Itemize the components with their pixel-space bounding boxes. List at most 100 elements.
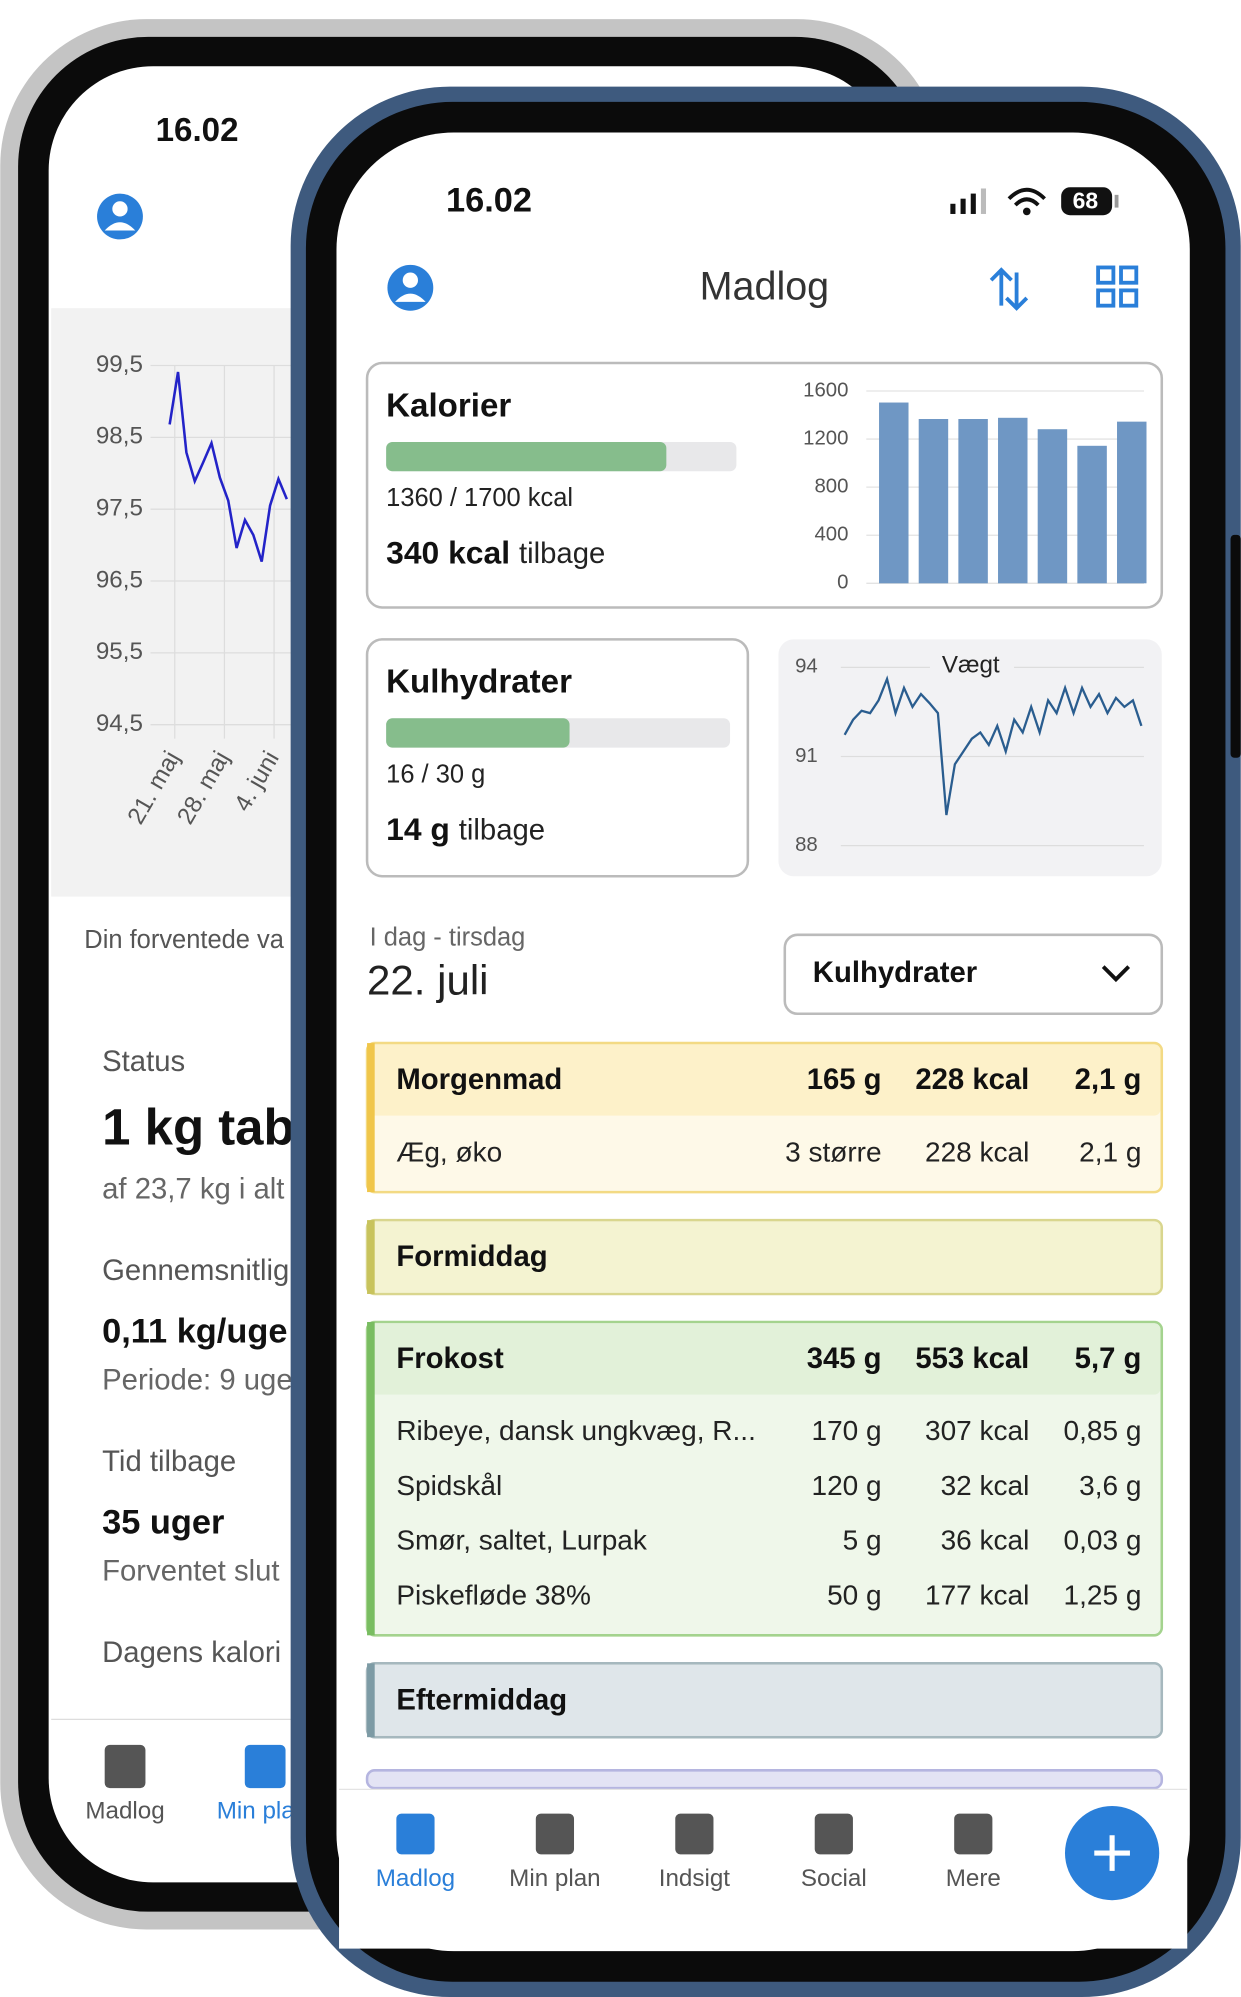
bar bbox=[918, 418, 949, 584]
nav-icon[interactable] bbox=[954, 1813, 993, 1855]
item-value: 177 kcal bbox=[925, 1579, 1029, 1610]
nav-icon[interactable] bbox=[244, 1744, 286, 1789]
profile-icon bbox=[112, 201, 128, 217]
bar bbox=[1117, 421, 1147, 584]
meal-name[interactable]: Eftermiddag bbox=[396, 1683, 567, 1716]
nav-label[interactable]: Min pla bbox=[217, 1798, 296, 1825]
nav-label[interactable]: Min plan bbox=[509, 1865, 600, 1892]
stat-sub: af 23,7 kg i alt bbox=[102, 1173, 284, 1206]
y-tick-label: 1600 bbox=[803, 379, 848, 401]
dropdown[interactable] bbox=[783, 933, 1164, 1016]
item-value: 36 kcal bbox=[941, 1525, 1030, 1556]
meal-total: 553 kcal bbox=[915, 1342, 1029, 1375]
meal-total: 228 kcal bbox=[915, 1063, 1029, 1096]
meal-name[interactable]: Frokost bbox=[396, 1342, 504, 1375]
stat-label: Dagens kalori bbox=[102, 1636, 281, 1669]
stat-sub: Periode: 9 uge bbox=[102, 1364, 292, 1397]
y-tick-label: 94,5 bbox=[96, 710, 143, 737]
nav-icon[interactable] bbox=[814, 1813, 853, 1855]
nav-icon[interactable] bbox=[535, 1813, 575, 1855]
bar bbox=[998, 417, 1028, 584]
remaining: 340 kcal bbox=[386, 535, 510, 571]
dropdown-label[interactable]: Kulhydrater bbox=[813, 956, 977, 989]
grid-icon[interactable] bbox=[1096, 265, 1139, 308]
meal-name[interactable]: Formiddag bbox=[396, 1240, 547, 1273]
meal-total: 2,1 g bbox=[1075, 1063, 1142, 1096]
y-tick-label: 98,5 bbox=[96, 423, 143, 450]
add-icon bbox=[1094, 1835, 1130, 1871]
nav-label[interactable]: Madlog bbox=[376, 1865, 455, 1892]
item-name[interactable]: Piskefløde 38% bbox=[396, 1579, 591, 1610]
stat-label: Status bbox=[102, 1045, 185, 1078]
meal-header bbox=[368, 1221, 1161, 1293]
meal-edge bbox=[367, 1220, 375, 1294]
nav-icon[interactable] bbox=[675, 1813, 714, 1855]
remaining: 14 g bbox=[386, 811, 450, 847]
weight-line bbox=[168, 371, 288, 563]
y-tick-label: 0 bbox=[837, 572, 848, 594]
item-value: 32 kcal bbox=[941, 1470, 1030, 1501]
nav-label[interactable]: Indsigt bbox=[659, 1865, 731, 1892]
y-tick-label: 99,5 bbox=[96, 351, 143, 378]
item-value: 170 g bbox=[812, 1415, 882, 1446]
side-button bbox=[1230, 534, 1241, 758]
nav-label[interactable]: Madlog bbox=[85, 1798, 164, 1825]
y-tick-label: 88 bbox=[795, 834, 818, 856]
stat-sub: Forventet slut bbox=[102, 1555, 279, 1588]
meal-name[interactable]: Morgenmad bbox=[396, 1063, 562, 1096]
item-value: 228 kcal bbox=[925, 1136, 1029, 1167]
meal-edge bbox=[367, 1043, 375, 1193]
status-icons bbox=[950, 187, 1119, 216]
meal-header bbox=[368, 1323, 1161, 1395]
bar bbox=[879, 402, 909, 584]
meal-total: 345 g bbox=[807, 1342, 882, 1375]
item-name[interactable]: Æg, øko bbox=[396, 1136, 502, 1167]
expected-label: Din forventede va bbox=[84, 926, 284, 954]
stat-value: 35 uger bbox=[102, 1504, 224, 1542]
page-title: Madlog bbox=[700, 265, 829, 309]
meal-header bbox=[368, 1044, 1161, 1116]
weight-card bbox=[778, 639, 1162, 877]
item-value: 5 g bbox=[843, 1525, 882, 1556]
amount: 1360 / 1700 kcal bbox=[386, 484, 573, 512]
y-tick-label: 97,5 bbox=[96, 495, 143, 522]
item-value: 0,85 g bbox=[1064, 1415, 1142, 1446]
meal-card bbox=[365, 1769, 1164, 1790]
item-name[interactable]: Spidskål bbox=[396, 1470, 502, 1501]
y-tick-label: 95,5 bbox=[96, 638, 143, 665]
item-name[interactable]: Ribeye, dansk ungkvæg, R... bbox=[396, 1415, 756, 1446]
progress-fill bbox=[386, 441, 667, 472]
y-tick-label: 94 bbox=[795, 656, 818, 678]
nav-label[interactable]: Mere bbox=[946, 1865, 1001, 1892]
y-tick-label: 800 bbox=[814, 476, 848, 498]
sort-icon[interactable] bbox=[989, 267, 1029, 311]
nav-label[interactable]: Social bbox=[801, 1865, 867, 1892]
item-value: 50 g bbox=[827, 1579, 882, 1610]
item-value: 0,03 g bbox=[1064, 1525, 1142, 1556]
bar bbox=[1037, 429, 1068, 584]
bar bbox=[958, 418, 988, 584]
clock: 16.02 bbox=[156, 112, 239, 149]
meal-edge bbox=[367, 1663, 375, 1738]
nav-icon[interactable] bbox=[104, 1744, 146, 1789]
y-tick-label: 96,5 bbox=[96, 566, 143, 593]
card-title: Kalorier bbox=[386, 387, 511, 424]
stat-label: Tid tilbage bbox=[102, 1445, 236, 1478]
nav-icon[interactable] bbox=[396, 1813, 435, 1855]
card-title: Kulhydrater bbox=[386, 664, 572, 701]
y-tick-label: 91 bbox=[795, 745, 818, 767]
chart-title: Vægt bbox=[942, 651, 1000, 678]
y-tick-label: 400 bbox=[814, 524, 848, 546]
item-value: 3,6 g bbox=[1079, 1470, 1141, 1501]
item-name[interactable]: Smør, saltet, Lurpak bbox=[396, 1525, 648, 1556]
date: 22. juli bbox=[367, 956, 488, 1003]
remaining-suffix: tilbage bbox=[459, 813, 545, 846]
profile-icon bbox=[402, 272, 418, 288]
y-tick-label: 1200 bbox=[803, 427, 848, 449]
item-value: 120 g bbox=[812, 1470, 882, 1501]
clock: 16.02 bbox=[446, 182, 532, 220]
meal-edge bbox=[367, 1321, 375, 1636]
progress-fill bbox=[386, 718, 570, 748]
profile-icon bbox=[395, 293, 426, 302]
weight-line bbox=[843, 675, 1143, 816]
